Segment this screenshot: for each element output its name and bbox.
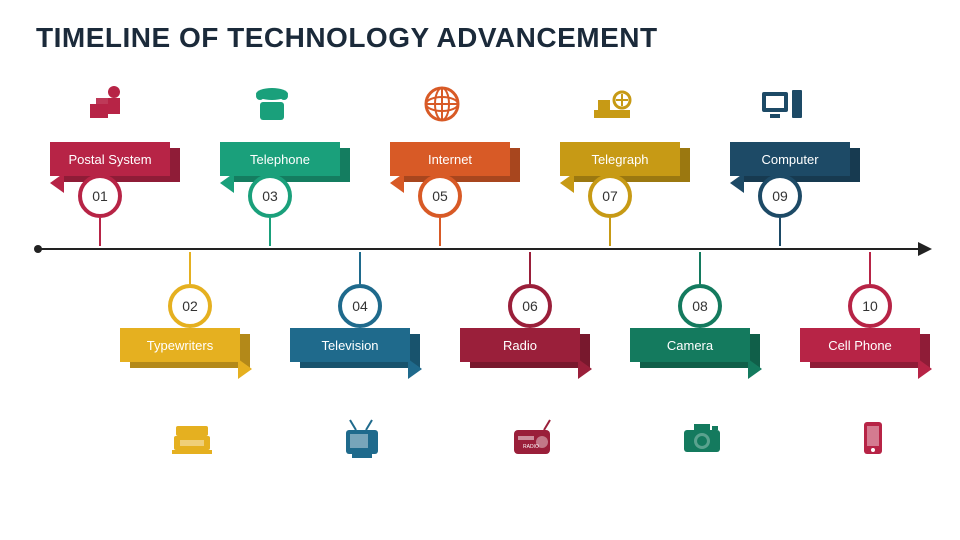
label-chevron — [50, 173, 64, 193]
label-box: Camera — [630, 328, 770, 368]
connector-line — [269, 218, 271, 246]
label: Telephone — [220, 142, 340, 176]
number-circle: 06 — [508, 284, 552, 328]
svg-text:RADIO: RADIO — [523, 444, 539, 450]
connector-line — [99, 218, 101, 246]
computer-icon — [750, 80, 814, 128]
number-circle: 10 — [848, 284, 892, 328]
label: Radio — [460, 328, 580, 362]
page-title: TIMELINE OF TECHNOLOGY ADVANCEMENT — [36, 22, 658, 54]
label-chevron — [748, 359, 762, 379]
connector-line — [779, 218, 781, 246]
telegraph-icon — [580, 80, 644, 128]
label: Typewriters — [120, 328, 240, 362]
number-circle: 07 — [588, 174, 632, 218]
timeline-item-03: Telephone 03 — [220, 142, 360, 182]
postal-icon — [70, 80, 134, 128]
camera-icon — [670, 414, 734, 462]
timeline-axis — [40, 248, 920, 250]
number-circle: 01 — [78, 174, 122, 218]
label-chevron — [578, 359, 592, 379]
connector-line — [359, 252, 361, 284]
label-box: Postal System — [50, 142, 190, 182]
label-box: Radio — [460, 328, 600, 368]
number-circle: 08 — [678, 284, 722, 328]
label-chevron — [220, 173, 234, 193]
label-chevron — [238, 359, 252, 379]
label-chevron — [918, 359, 932, 379]
label-box: Typewriters — [120, 328, 260, 368]
connector-line — [189, 252, 191, 284]
globe-icon — [410, 80, 474, 128]
label-box: Internet — [390, 142, 530, 182]
timeline-item-02: Typewriters 02 — [120, 336, 260, 376]
label-chevron — [408, 359, 422, 379]
timeline-item-08: Camera 08 — [630, 336, 770, 376]
label: Television — [290, 328, 410, 362]
label-chevron — [730, 173, 744, 193]
label-box: Television — [290, 328, 430, 368]
label-box: Telephone — [220, 142, 360, 182]
timeline-item-05: Internet 05 — [390, 142, 530, 182]
timeline-item-10: Cell Phone 10 — [800, 336, 940, 376]
number-circle: 02 — [168, 284, 212, 328]
number-circle: 09 — [758, 174, 802, 218]
label: Internet — [390, 142, 510, 176]
label: Postal System — [50, 142, 170, 176]
connector-line — [439, 218, 441, 246]
label: Computer — [730, 142, 850, 176]
number-circle: 04 — [338, 284, 382, 328]
timeline-item-09: Computer 09 — [730, 142, 870, 182]
timeline-item-07: Telegraph 07 — [560, 142, 700, 182]
number-circle: 05 — [418, 174, 462, 218]
label-chevron — [390, 173, 404, 193]
timeline-item-04: Television 04 — [290, 336, 430, 376]
label-box: Computer — [730, 142, 870, 182]
label: Cell Phone — [800, 328, 920, 362]
radio-icon: RADIO — [500, 414, 564, 462]
connector-line — [529, 252, 531, 284]
connector-line — [869, 252, 871, 284]
label-box: Telegraph — [560, 142, 700, 182]
label: Telegraph — [560, 142, 680, 176]
timeline-item-01: Postal System 01 — [50, 142, 190, 182]
phone-icon — [840, 414, 904, 462]
connector-line — [609, 218, 611, 246]
connector-line — [699, 252, 701, 284]
typewriter-icon — [160, 414, 224, 462]
tv-icon — [330, 414, 394, 462]
timeline-item-06: Radio 06 — [460, 336, 600, 376]
label: Camera — [630, 328, 750, 362]
number-circle: 03 — [248, 174, 292, 218]
label-box: Cell Phone — [800, 328, 940, 368]
telephone-icon — [240, 80, 304, 128]
label-chevron — [560, 173, 574, 193]
